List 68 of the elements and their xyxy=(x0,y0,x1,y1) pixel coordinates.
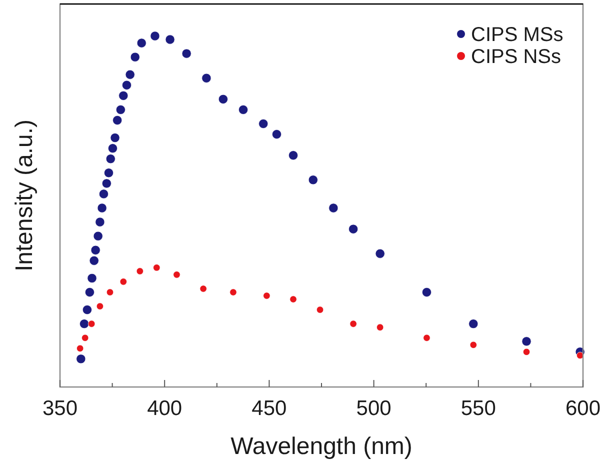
point xyxy=(88,320,96,328)
point xyxy=(84,287,95,298)
point xyxy=(423,334,430,342)
point xyxy=(82,334,89,342)
point xyxy=(375,248,385,258)
point xyxy=(150,31,160,41)
x-tick-label: 400 xyxy=(147,397,182,420)
point xyxy=(106,154,116,164)
point xyxy=(82,304,92,315)
point xyxy=(218,94,228,104)
point xyxy=(130,52,140,62)
point xyxy=(90,245,100,255)
legend-label: CIPS NSs xyxy=(471,46,562,68)
point xyxy=(108,144,118,154)
point xyxy=(328,203,338,213)
point xyxy=(104,168,114,178)
point xyxy=(120,278,127,286)
x-axis-title: Wavelength (nm) xyxy=(230,433,412,460)
point xyxy=(112,115,122,126)
legend-label: CIPS MSs xyxy=(471,24,564,46)
point xyxy=(468,319,478,329)
point xyxy=(470,341,477,348)
point xyxy=(76,354,86,364)
point xyxy=(522,348,530,356)
point xyxy=(350,320,357,328)
point xyxy=(182,48,192,58)
point xyxy=(202,73,212,83)
point xyxy=(136,38,146,48)
point xyxy=(96,302,104,310)
point xyxy=(272,129,282,140)
x-tick-label: 350 xyxy=(42,397,78,420)
point xyxy=(288,150,298,160)
point xyxy=(102,178,112,188)
point xyxy=(95,217,105,227)
point xyxy=(98,189,109,199)
point xyxy=(522,336,532,346)
point xyxy=(290,296,297,303)
point xyxy=(89,256,99,266)
y-axis-title: Intensity (a.u.) xyxy=(11,119,38,272)
point xyxy=(116,104,126,114)
point xyxy=(110,133,120,143)
x-tick-label: 500 xyxy=(356,397,392,420)
x-tick-label: 550 xyxy=(460,397,496,420)
point xyxy=(125,70,135,80)
point xyxy=(87,273,97,283)
point xyxy=(316,306,324,314)
point xyxy=(258,118,268,129)
point xyxy=(230,288,237,296)
point xyxy=(79,319,90,329)
point xyxy=(238,104,248,114)
x-tick-label: 600 xyxy=(565,397,601,420)
point xyxy=(136,268,144,275)
point xyxy=(97,203,107,213)
point xyxy=(348,224,358,234)
point xyxy=(263,292,270,300)
point xyxy=(106,288,114,296)
point xyxy=(308,175,318,185)
point xyxy=(422,287,432,298)
point xyxy=(122,80,132,90)
point xyxy=(76,344,84,352)
point xyxy=(173,271,180,278)
point xyxy=(93,231,103,241)
point xyxy=(118,90,128,100)
x-tick-label: 450 xyxy=(252,397,287,420)
point xyxy=(200,285,207,292)
point xyxy=(165,34,175,44)
point xyxy=(376,324,384,331)
point xyxy=(153,264,160,272)
